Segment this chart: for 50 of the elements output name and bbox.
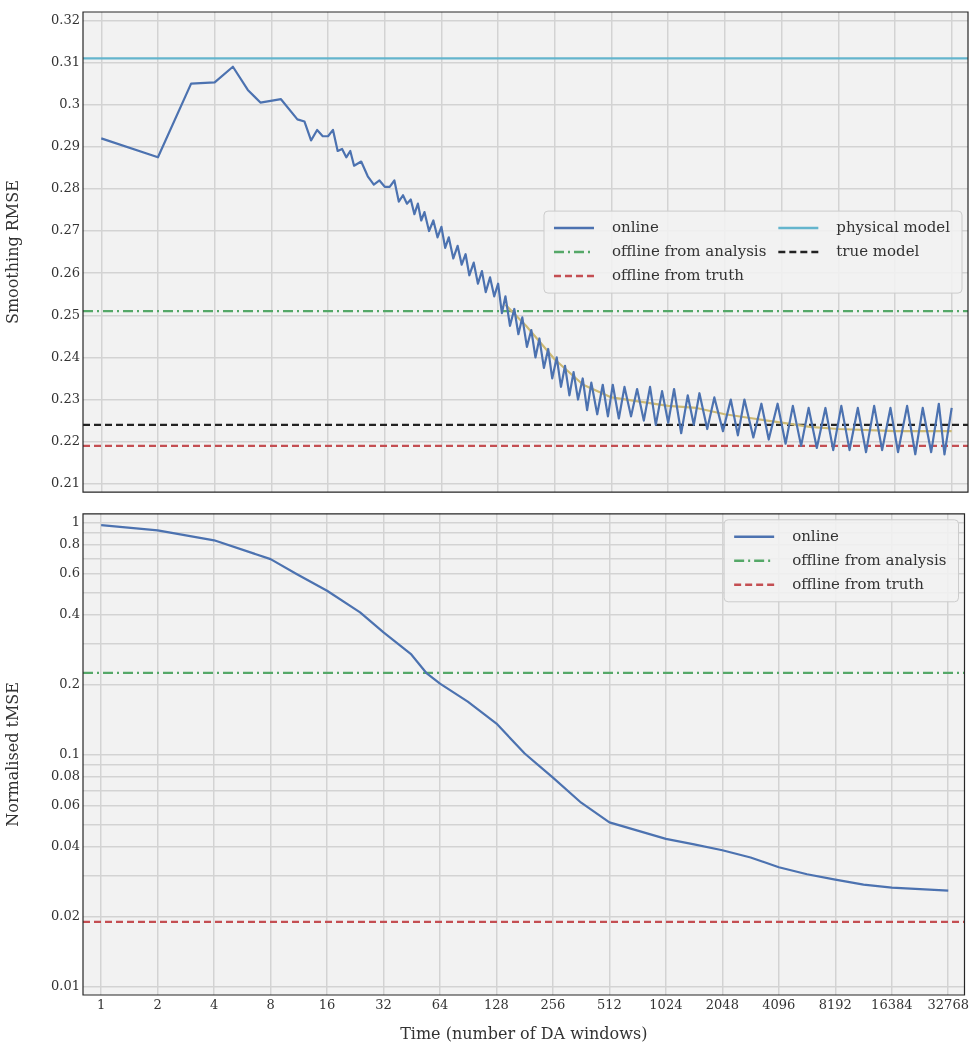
x-tick-label: 1 — [97, 997, 106, 1013]
x-tick-label: 1024 — [649, 997, 683, 1013]
y-tick-label: 0.4 — [59, 606, 80, 622]
x-tick-label: 8 — [266, 997, 275, 1013]
x-tick-label: 128 — [484, 997, 509, 1013]
x-tick-label: 256 — [540, 997, 566, 1013]
y-axis-title: Normalised tMSE — [2, 682, 22, 827]
legend-label: offline from truth — [611, 265, 745, 284]
x-tick-label: 4 — [209, 997, 219, 1013]
legend-label: offline from analysis — [792, 550, 947, 569]
legend-label: offline from truth — [792, 574, 925, 593]
y-tick-label: 0.04 — [51, 838, 80, 854]
x-tick-label: 16 — [318, 997, 336, 1013]
y-tick-label: 0.06 — [51, 797, 80, 813]
y-tick-label: 0.08 — [51, 768, 80, 784]
x-tick-label: 4096 — [762, 997, 796, 1013]
legend-label: physical model — [836, 217, 951, 236]
legend-label: true model — [836, 241, 920, 260]
y-tick-label: 0.21 — [51, 475, 80, 491]
y-tick-label: 0.27 — [51, 222, 80, 238]
x-axis-title: Time (number of DA windows) — [400, 1023, 648, 1043]
x-tick-label: 2048 — [705, 997, 739, 1013]
y-tick-label: 0.1 — [59, 745, 80, 761]
y-tick-label: 0.28 — [51, 180, 80, 196]
y-tick-label: 0.8 — [59, 536, 80, 552]
y-tick-label: 0.25 — [51, 306, 80, 322]
x-tick-label: 512 — [597, 997, 622, 1013]
legend-label: online — [792, 526, 840, 545]
x-tick-label: 2 — [153, 997, 162, 1013]
legend-label: offline from analysis — [611, 241, 767, 260]
legend-label: online — [611, 217, 659, 236]
x-tick-label: 32 — [375, 997, 392, 1013]
y-tick-label: 0.31 — [51, 53, 80, 69]
x-tick-label: 64 — [431, 997, 449, 1013]
y-axis-title: Smoothing RMSE — [2, 180, 22, 325]
y-tick-label: 0.02 — [51, 908, 80, 924]
y-tick-label: 0.24 — [51, 348, 80, 364]
y-tick-label: 0.6 — [59, 565, 80, 581]
y-tick-label: 0.23 — [51, 390, 80, 406]
x-tick-label: 8192 — [818, 997, 852, 1013]
x-tick-label: 32768 — [927, 997, 969, 1013]
y-tick-label: 0.32 — [51, 11, 80, 27]
y-tick-label: 0.01 — [51, 977, 80, 993]
y-tick-label: 0.22 — [51, 433, 80, 449]
x-tick-label: 16384 — [871, 997, 913, 1013]
y-tick-label: 1 — [71, 513, 80, 529]
y-tick-label: 0.29 — [51, 138, 80, 154]
y-tick-label: 0.2 — [59, 676, 80, 692]
y-tick-label: 0.3 — [59, 96, 80, 112]
y-tick-label: 0.26 — [51, 264, 80, 280]
